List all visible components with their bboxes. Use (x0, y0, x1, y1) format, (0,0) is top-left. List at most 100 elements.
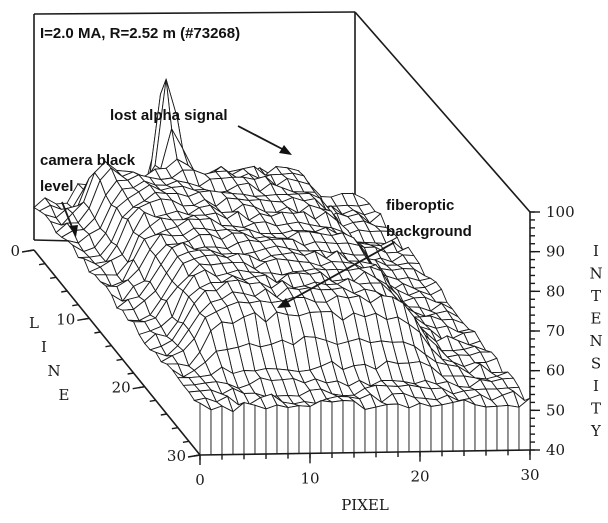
chart-title: I=2.0 MA, R=2.52 m (#73268) (40, 25, 240, 42)
surface-skirt (408, 402, 421, 453)
line-minor-tick (27, 249, 35, 252)
line-axis-title-letter: L (29, 314, 39, 332)
line-tick-label: 10 (56, 310, 75, 328)
intensity-tick-label: 80 (546, 282, 565, 300)
surface-skirt (298, 405, 311, 454)
surface-skirt (342, 400, 355, 454)
front-axes (33, 249, 531, 456)
surface-skirt (309, 399, 322, 454)
line-axis-title-letter: I (41, 338, 47, 356)
intensity-tick-label: 40 (546, 441, 565, 459)
surface-skirt (441, 401, 454, 452)
intensity-axis-title-letter: I (593, 377, 599, 395)
surface-skirt (375, 403, 388, 453)
surface-skirt (485, 405, 498, 452)
intensity-tick-label: 90 (546, 243, 565, 261)
surface-skirt (199, 402, 212, 456)
fiberoptic-arrow (281, 241, 396, 306)
surface-skirt (364, 406, 377, 453)
line-minor-tick (72, 303, 79, 307)
intensity-axis-title-letter: S (591, 355, 601, 373)
pixel-axis-title: PIXEL (341, 496, 389, 514)
surface-skirt (353, 400, 366, 454)
pixel-axis-title-text: PIXEL (341, 496, 389, 514)
fiberoptic-arrowhead (277, 298, 291, 308)
surface-skirt (452, 399, 465, 452)
surface-skirt (518, 397, 531, 451)
surface-mesh (33, 77, 531, 456)
intensity-axis-title-letter: Y (590, 422, 602, 440)
intensity-tick-label: 100 (546, 203, 575, 221)
line-minor-tick (94, 331, 101, 334)
lost-alpha-arrowhead (279, 145, 292, 155)
surface-skirt (419, 402, 432, 453)
surface-skirt (386, 403, 399, 453)
surface-skirt (276, 404, 289, 455)
intensity-tick-label: 70 (546, 322, 565, 340)
surface-skirt (243, 402, 256, 455)
line-minor-tick (83, 317, 90, 321)
lost-alpha-arrow (237, 125, 289, 153)
surface-skirt (221, 405, 234, 456)
intensity-axis-title-letter: N (589, 265, 602, 283)
pixel-tick-label: 20 (410, 468, 429, 486)
back-wall-top-edge (33, 11, 356, 15)
line-tick-label: 0 (10, 242, 20, 260)
line-axis-title-letter: E (59, 386, 70, 404)
surface-skirt (430, 404, 443, 452)
line-minor-tick (149, 399, 156, 403)
line-minor-tick (116, 358, 123, 362)
surface-skirt (254, 404, 267, 455)
line-minor-tick (105, 344, 112, 348)
annotation-camera-black-line2: level (40, 178, 73, 195)
intensity-axis-title-letter: T (591, 287, 601, 305)
surface-skirt (397, 403, 410, 453)
line-minor-tick (50, 276, 57, 280)
line-minor-tick (171, 426, 178, 430)
pixel-tick-label: 10 (300, 469, 319, 487)
line-minor-tick (38, 262, 46, 266)
line-minor-tick (182, 440, 190, 444)
surface-skirt (232, 401, 245, 455)
line-minor-tick (61, 290, 68, 293)
intensity-axis-title-letter: I (593, 242, 599, 260)
annotation-camera-black-line1: camera black (40, 152, 136, 169)
surface-skirt (463, 399, 476, 452)
annotation-lost-alpha: lost alpha signal (110, 107, 228, 124)
line-tick-label: 20 (112, 379, 131, 397)
pixel-axis-line (199, 449, 531, 456)
annotation-arrows (61, 125, 396, 308)
pixel-tick-label: 0 (195, 471, 205, 489)
annotation-camera-black: camera black level (40, 152, 139, 195)
line-tick-label: 30 (167, 447, 186, 465)
surface-skirt (210, 405, 223, 456)
line-axis-line (33, 249, 201, 456)
line-minor-tick (193, 454, 201, 457)
intensity-axis-title-letter: T (591, 400, 601, 418)
intensity-axis-title-letter: E (591, 310, 602, 328)
annotation-fiberoptic-line1: fiberoptic (386, 197, 454, 214)
axis-ticks: 0 10 20 30 0 10 20 30 40 50 60 70 80 90 100 (10, 203, 574, 489)
intensity-tick-label: 50 (546, 401, 565, 419)
surface-skirt (507, 404, 520, 451)
black-level-arrowhead (69, 225, 78, 237)
line-minor-tick (127, 372, 134, 375)
annotation-fiberoptic-line2: background (386, 223, 472, 240)
intensity-tick-label: 60 (546, 362, 565, 380)
line-axis-title-letter: N (47, 362, 60, 380)
surface-skirt (265, 404, 278, 455)
right-wall-top-edge (354, 11, 531, 213)
surface-skirt (331, 399, 344, 454)
surface-skirt (496, 404, 509, 451)
line-minor-tick (160, 413, 167, 416)
line-minor-tick (138, 385, 145, 389)
surface-skirt (474, 404, 487, 452)
pixel-tick-label: 30 (520, 466, 539, 484)
annotation-fiberoptic: fiberoptic background (386, 197, 472, 240)
surface-skirt (287, 405, 300, 455)
surface-skirt (320, 400, 333, 454)
intensity-axis-title-letter: N (589, 332, 602, 350)
